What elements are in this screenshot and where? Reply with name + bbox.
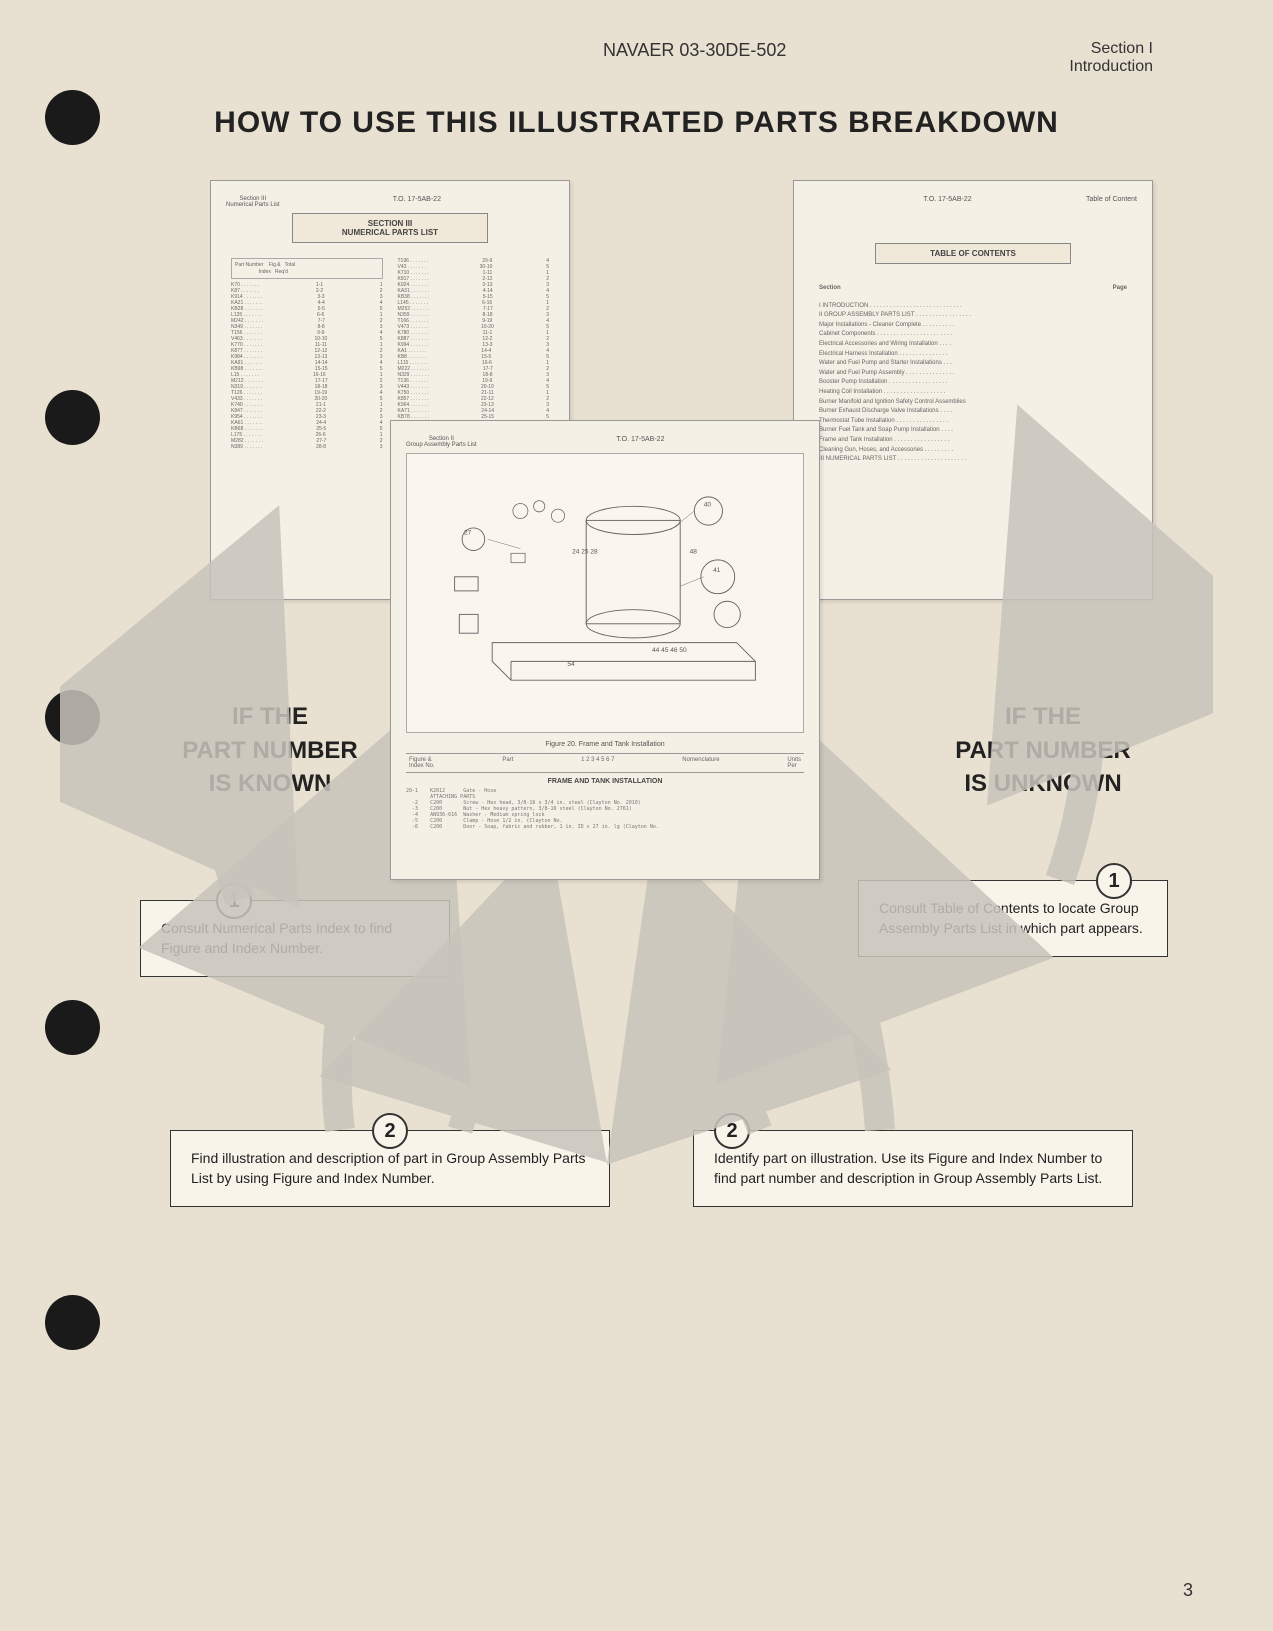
- step-text: Consult Table of Contents to locate Grou…: [879, 899, 1147, 938]
- step-number: 1: [216, 883, 252, 919]
- table-column-headers: Figure &Index No. Part 1 2 3 4 5 6 7 Nom…: [406, 753, 804, 773]
- svg-text:48: 48: [690, 548, 698, 555]
- parts-diagram: 27 40 41 24 25 28 48 44 45 46 50 54: [406, 453, 804, 733]
- subsection-name: Introduction: [1069, 58, 1153, 76]
- table-title: FRAME AND TANK INSTALLATION: [406, 778, 804, 785]
- section-name: Section I: [1069, 40, 1153, 58]
- svg-text:41: 41: [713, 567, 721, 574]
- step-number: 2: [714, 1113, 750, 1149]
- doc-mini-header: Section IIGroup Assembly Parts List T.O.…: [406, 436, 804, 443]
- unknown-part-label: IF THE PART NUMBER IS UNKNOWN: [943, 700, 1143, 801]
- content-area: Section IIINumerical Parts List T.O. 17-…: [60, 180, 1213, 1530]
- section-info: Section I Introduction: [1069, 40, 1153, 76]
- step-box-right-1: 1 Consult Table of Contents to locate Gr…: [858, 880, 1168, 957]
- section-title-box: SECTION III NUMERICAL PARTS LIST: [292, 213, 489, 243]
- document-number: NAVAER 03-30DE-502: [320, 40, 1069, 76]
- step-text: Find illustration and description of par…: [191, 1149, 589, 1188]
- table-of-contents-preview: T.O. 17-5AB-22 Table of Content TABLE OF…: [793, 180, 1153, 600]
- doc-mini-header: Section IIINumerical Parts List T.O. 17-…: [226, 196, 554, 203]
- page-header: NAVAER 03-30DE-502 Section I Introductio…: [60, 40, 1213, 76]
- table-rows: 20-1 K2012 Gate - Hose ATTACHING PARTS -…: [406, 788, 804, 830]
- svg-text:44 45 46 50: 44 45 46 50: [652, 647, 687, 654]
- technical-drawing: 27 40 41 24 25 28 48 44 45 46 50 54: [417, 464, 793, 708]
- step-box-left-1: 1 Consult Numerical Parts Index to find …: [140, 900, 450, 977]
- svg-text:54: 54: [567, 661, 575, 668]
- svg-text:40: 40: [704, 501, 712, 508]
- step-text: Identify part on illustration. Use its F…: [714, 1149, 1112, 1188]
- step-number: 1: [1096, 863, 1132, 899]
- known-part-label: IF THE PART NUMBER IS KNOWN: [170, 700, 370, 801]
- step-text: Consult Numerical Parts Index to find Fi…: [161, 919, 429, 958]
- page-number: 3: [1183, 1580, 1193, 1601]
- doc-mini-header: T.O. 17-5AB-22 Table of Content: [809, 196, 1137, 203]
- hole-punch: [45, 90, 100, 145]
- step-box-left-2: 2 Find illustration and description of p…: [170, 1130, 610, 1207]
- section-title-box: TABLE OF CONTENTS: [875, 243, 1072, 264]
- page-title: HOW TO USE THIS ILLUSTRATED PARTS BREAKD…: [60, 106, 1213, 140]
- figure-caption: Figure 20. Frame and Tank Installation: [406, 741, 804, 748]
- toc-content: Section Page I INTRODUCTION . . . . . . …: [809, 274, 1137, 475]
- svg-text:27: 27: [464, 529, 472, 536]
- step-number: 2: [372, 1113, 408, 1149]
- assembly-parts-preview: Section IIGroup Assembly Parts List T.O.…: [390, 420, 820, 880]
- step-box-right-2: 2 Identify part on illustration. Use its…: [693, 1130, 1133, 1207]
- svg-text:24 25 28: 24 25 28: [572, 548, 598, 555]
